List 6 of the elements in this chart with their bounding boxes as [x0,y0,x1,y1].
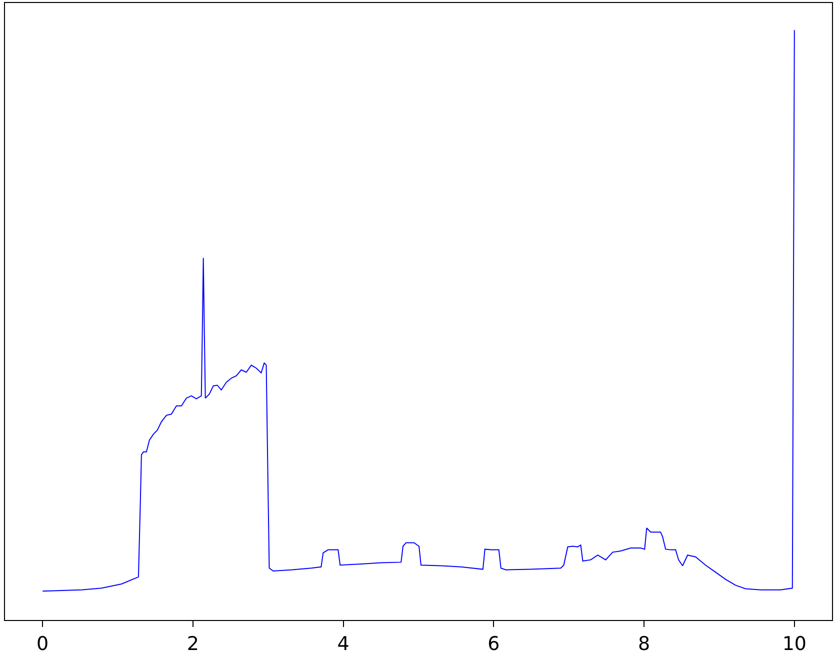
x-tick-label: 10 [782,632,807,655]
x-tick-label: 4 [337,632,350,655]
x-tick-label: 0 [36,632,49,655]
x-tick-label: 6 [488,632,500,655]
x-tick-label: 2 [186,632,199,655]
x-tick-label: 8 [638,632,650,655]
